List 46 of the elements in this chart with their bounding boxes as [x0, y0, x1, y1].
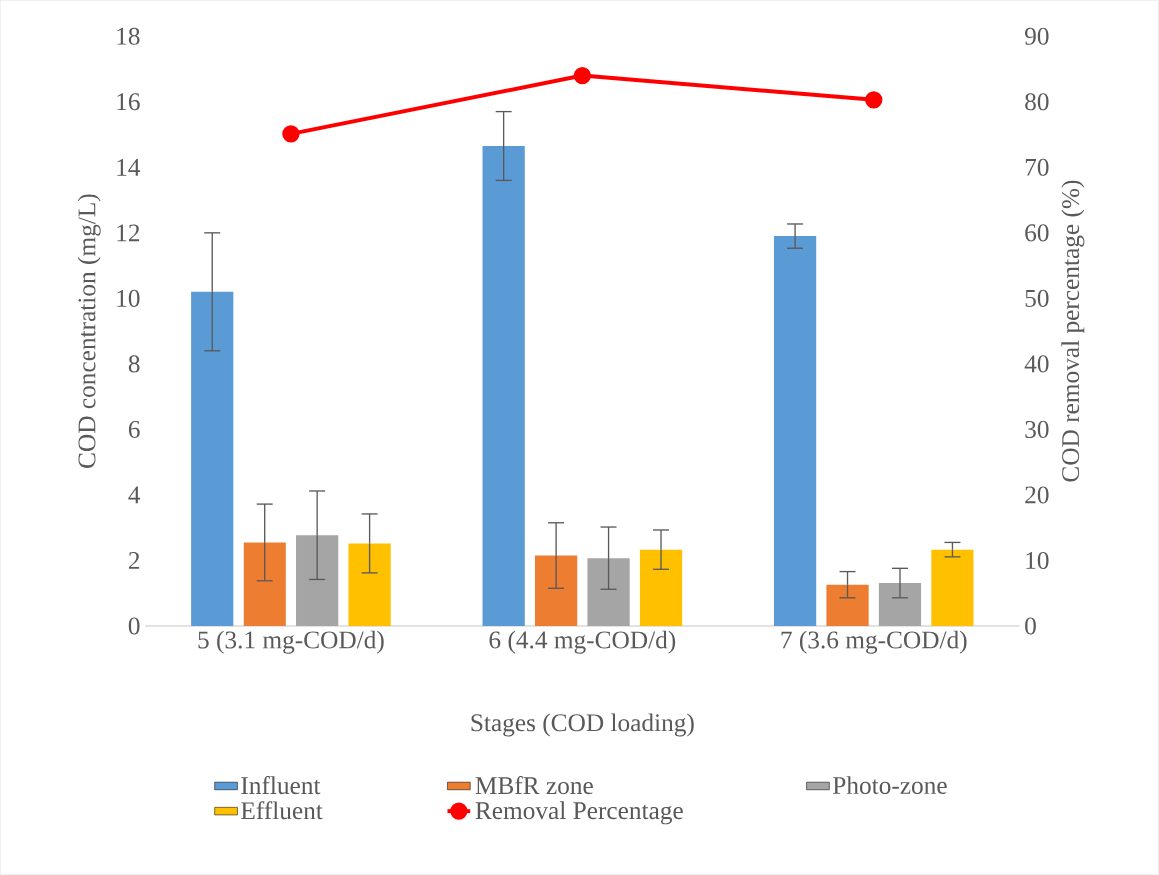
y-tick-label: 10	[117, 289, 140, 307]
bar	[191, 291, 234, 626]
bar	[534, 555, 578, 626]
y-tick-label: 0	[128, 617, 140, 635]
y2-tick-label: 60	[1025, 224, 1049, 242]
y2-axis-title: COD removal percentage (%)	[1061, 180, 1085, 482]
y-tick-label: 18	[117, 27, 140, 45]
y2-tick-label: 20	[1025, 486, 1049, 504]
y-tick-label: 12	[117, 224, 140, 242]
y2-tick-label: 0	[1025, 617, 1036, 635]
legend-label: Influent	[241, 775, 321, 795]
bar	[348, 543, 391, 626]
bar	[931, 549, 974, 626]
y2-tick-label: 40	[1024, 355, 1049, 373]
x-tick-label: 7 (3.6 mg-COD/d)	[781, 630, 967, 654]
point	[865, 91, 883, 109]
y-tick-label: 8	[128, 355, 140, 373]
y-tick-label: 2	[128, 552, 140, 569]
y2-tick-label: 90	[1025, 27, 1049, 45]
bar	[826, 584, 869, 626]
bar	[878, 582, 922, 626]
y2-tick-label: 10	[1026, 551, 1049, 569]
y2-tick-label: 80	[1025, 93, 1049, 111]
bar	[639, 549, 683, 626]
bar	[296, 535, 339, 626]
y2-tick-label: 50	[1025, 289, 1049, 307]
point	[573, 66, 591, 85]
y-tick-label: 16	[117, 93, 140, 111]
legend-label: Effluent	[241, 801, 323, 820]
y-axis-title: COD concentration (mg/L)	[77, 194, 101, 468]
bar	[482, 145, 525, 626]
x-tick-label: 5 (3.1 mg-COD/d)	[198, 630, 384, 654]
x-axis-title: Stages (COD loading)	[471, 713, 694, 737]
y-tick-label: 4	[128, 486, 141, 504]
bar	[243, 542, 286, 626]
bar	[587, 558, 630, 626]
x-tick-label: 6 (4.4 mg-COD/d)	[489, 630, 676, 654]
point	[282, 125, 300, 143]
legend-label: MBfR zone	[475, 775, 593, 795]
y-tick-label: 6	[128, 420, 140, 438]
y-tick-label: 14	[117, 158, 141, 176]
legend-label: Removal Percentage	[475, 801, 683, 825]
bar	[773, 236, 817, 626]
y2-tick-label: 70	[1025, 158, 1049, 176]
y2-tick-label: 30	[1025, 420, 1049, 438]
legend-label: Photo-zone	[832, 776, 947, 794]
